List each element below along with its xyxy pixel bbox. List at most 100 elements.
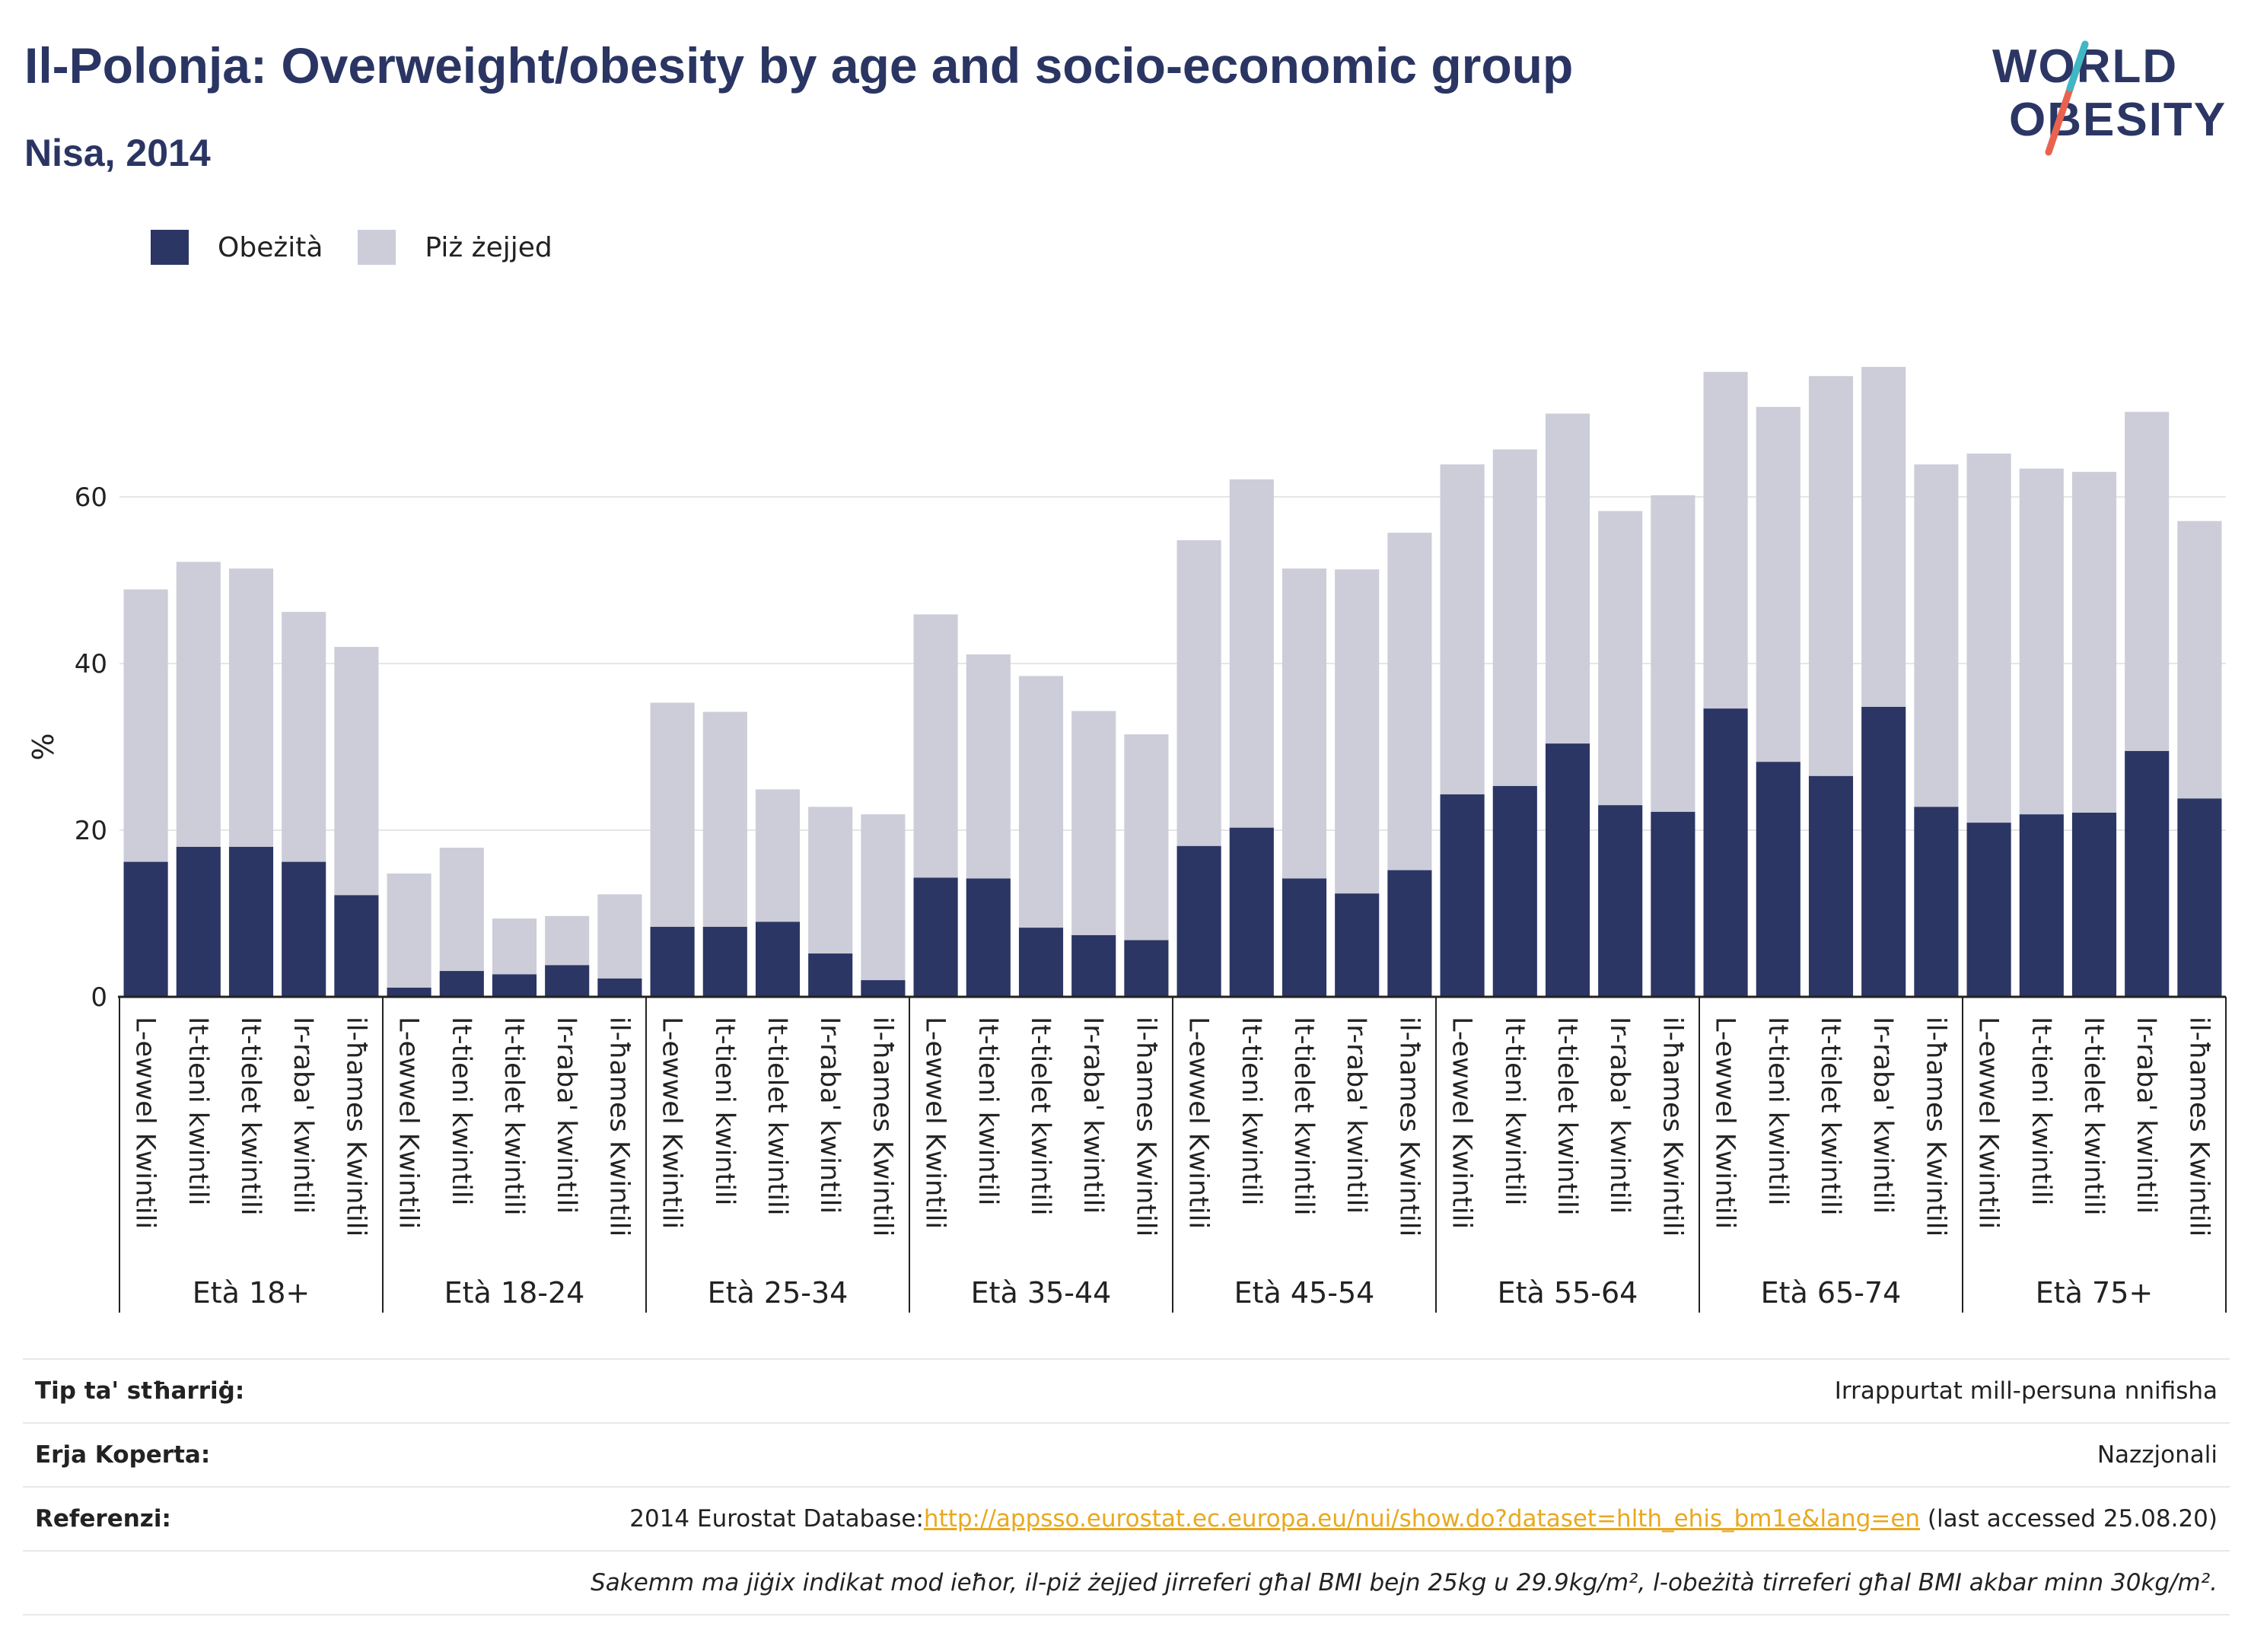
legend-label-obese: Obeżità [218, 231, 323, 263]
x-tick-label: il-ħames Kwintili [603, 1017, 634, 1237]
svg-text:OBESITY: OBESITY [2009, 94, 2227, 146]
bar-obese [1282, 878, 1327, 997]
bar-obese [1176, 845, 1221, 997]
footer-table: Tip ta' stħarriġ: Irrappurtat mill-persu… [23, 1358, 2230, 1615]
reference-link[interactable]: http://appsso.eurostat.ec.europa.eu/nui/… [923, 1505, 1921, 1533]
bar-obese [1229, 827, 1274, 997]
bar-overweight [1861, 367, 1906, 707]
bar-obese [650, 927, 695, 997]
legend-label-overweight: Piż żejjed [425, 231, 552, 263]
stacked-bar-chart: 0 20 40 60% L-ewwel Kwintili It-tieni kwintil… [27, 367, 2227, 1313]
bar-obese [1808, 775, 1854, 997]
chart-legend: Obeżità Piż żejjed [151, 228, 587, 266]
bar-overweight [1545, 413, 1590, 744]
x-tick-label: il-ħames Kwintili [1657, 1017, 1687, 1237]
bar-overweight [1492, 449, 1537, 786]
legend-item-overweight[interactable]: Piż żejjed [358, 230, 552, 265]
bar-overweight [1387, 533, 1432, 871]
world-obesity-logo: WORLD OBESITY [1992, 40, 2227, 156]
bar-obese [1703, 708, 1748, 997]
bar-obese [334, 895, 379, 997]
bar-overweight [2019, 468, 2064, 815]
bar-obese [966, 878, 1011, 997]
bar-overweight [1966, 454, 2011, 823]
legend-item-obese[interactable]: Obeżità [151, 230, 323, 265]
bar-obese [2125, 750, 2170, 997]
bar-overweight [1335, 569, 1380, 894]
bar-obese [1124, 940, 1169, 997]
x-tick-label: il-ħames Kwintili [1920, 1017, 1950, 1237]
y-tick-label: 40 [75, 649, 107, 680]
bar-overweight [1282, 568, 1327, 879]
x-tick-label: It-tieni kwintili [1499, 1017, 1530, 1205]
group-label: Età 35-44 [971, 1276, 1112, 1310]
bar-obese [439, 971, 484, 997]
bar-obese [1966, 823, 2011, 997]
area-value: Nazzjonali [2097, 1441, 2218, 1469]
group-label: Età 18-24 [444, 1276, 585, 1310]
bar-obese [1018, 928, 1064, 997]
x-tick-label: It-tieni kwintili [446, 1017, 476, 1205]
group-label: Età 45-54 [1234, 1276, 1375, 1310]
bar-overweight [282, 612, 326, 862]
x-tick-label: It-tieni kwintili [1236, 1017, 1266, 1205]
page-title: Il-Polonja: Overweight/obesity by age an… [24, 37, 1574, 94]
x-tick-label: L-ewwel Kwintili [1710, 1017, 1740, 1229]
x-tick-label: L-ewwel Kwintili [1183, 1017, 1214, 1229]
legend-swatch-obese [151, 230, 189, 265]
x-tick-label: It-tielet kwintili [762, 1017, 792, 1215]
x-tick-label: It-tielet kwintili [1025, 1017, 1055, 1215]
area-label: Erja Koperta: [35, 1441, 211, 1469]
y-tick-label: 60 [75, 482, 107, 513]
bar-obese [282, 861, 326, 997]
bar-overweight [492, 918, 537, 975]
bar-obese [1545, 743, 1590, 997]
bar-obese [1651, 811, 1695, 997]
x-tick-label: Ir-raba' kwintili [814, 1017, 845, 1214]
x-tick-label: It-tieni kwintili [973, 1017, 1003, 1205]
bar-overweight [1808, 376, 1854, 776]
bar-overweight [597, 894, 642, 979]
bar-overweight [1229, 479, 1274, 828]
bar-overweight [1071, 711, 1116, 935]
x-tick-label: It-tielet kwintili [1552, 1017, 1582, 1215]
bar-obese [1071, 934, 1116, 997]
x-tick-label: il-ħames Kwintili [340, 1017, 371, 1237]
bar-obese [755, 921, 801, 997]
bar-overweight [2125, 412, 2170, 751]
bar-overweight [1018, 676, 1064, 928]
x-tick-label: Ir-raba' kwintili [1341, 1017, 1371, 1214]
bar-overweight [439, 847, 484, 972]
group-label: Età 65-74 [1761, 1276, 1902, 1310]
x-tick-label: It-tieni kwintili [183, 1017, 213, 1205]
bar-obese [597, 978, 642, 997]
survey-type-label: Tip ta' stħarriġ: [35, 1377, 245, 1405]
x-tick-label: Ir-raba' kwintili [551, 1017, 581, 1214]
bar-overweight [545, 915, 590, 966]
bar-overweight [2177, 520, 2222, 799]
bar-obese [1756, 762, 1800, 997]
x-tick-label: It-tielet kwintili [1288, 1017, 1319, 1215]
legend-swatch-overweight [358, 230, 396, 265]
bar-obese [808, 953, 853, 997]
bar-obese [2071, 813, 2117, 997]
x-tick-label: L-ewwel Kwintili [393, 1017, 424, 1229]
bar-obese [861, 980, 906, 997]
bar-obese [228, 846, 274, 997]
group-label: Età 55-64 [1498, 1276, 1638, 1310]
bar-overweight [650, 702, 695, 928]
y-tick-label: 20 [75, 816, 107, 846]
bar-overweight [966, 654, 1011, 879]
survey-type-value: Irrappurtat mill-persuna nnifisha [1834, 1377, 2218, 1405]
x-tick-label: L-ewwel Kwintili [1973, 1017, 2004, 1229]
bar-obese [2177, 798, 2222, 997]
bar-obese [176, 846, 221, 997]
bar-overweight [861, 814, 906, 981]
x-tick-label: It-tielet kwintili [1815, 1017, 1845, 1215]
x-tick-label: il-ħames Kwintili [2183, 1017, 2214, 1237]
bar-overweight [702, 711, 747, 928]
bar-obese [545, 965, 590, 997]
footer-row-area: Erja Koperta: Nazzjonali [23, 1422, 2230, 1486]
bar-obese [1914, 807, 1959, 997]
bar-overweight [387, 873, 431, 988]
